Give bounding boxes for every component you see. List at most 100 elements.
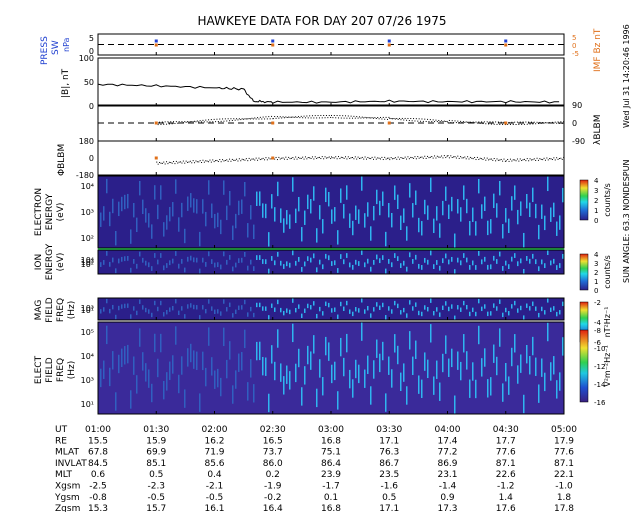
mag-streak <box>235 309 237 314</box>
phi-point <box>265 157 267 159</box>
phi-point <box>509 158 511 160</box>
elect-streak <box>355 359 357 379</box>
electron-streak <box>514 185 516 200</box>
elect-streak <box>469 379 471 398</box>
ion-ylabel-line: (eV) <box>56 253 66 272</box>
figure-title: HAWKEYE DATA FOR DAY 207 07/26 1975 <box>198 14 447 28</box>
phi-point <box>525 160 527 162</box>
lambda-point <box>245 118 247 120</box>
phi-point <box>161 162 163 164</box>
phi-ytick-label: 180 <box>79 137 94 146</box>
phi-point <box>476 156 478 158</box>
mag-streak <box>298 304 300 309</box>
elect-streak <box>517 365 519 384</box>
lambda-point <box>304 117 306 119</box>
mag-streak <box>349 309 351 314</box>
mag-streak <box>559 310 561 315</box>
ephemeris-cell: 17.4 <box>437 436 457 446</box>
phi-point <box>511 160 513 162</box>
lambda-point <box>396 117 398 119</box>
lambda-point <box>382 116 384 118</box>
electron-streak <box>190 193 192 208</box>
phi-point <box>198 161 200 163</box>
ephemeris-cell: 1.8 <box>557 493 572 503</box>
mag-streak <box>160 300 162 306</box>
ion-streak <box>325 253 327 259</box>
phi-point <box>192 160 194 162</box>
lambda-point <box>161 121 163 123</box>
lambda-point <box>356 116 358 118</box>
mag-streak <box>346 300 348 306</box>
ion-streak <box>295 260 297 266</box>
ion-streak <box>346 253 348 258</box>
electron-streak <box>268 232 270 247</box>
elect-streak <box>184 389 186 408</box>
lambda-point <box>462 121 464 123</box>
elect-streak <box>364 369 366 388</box>
mag-streak <box>187 304 189 309</box>
phi-point <box>180 161 182 163</box>
ion-streak <box>418 263 420 269</box>
mag-streak <box>229 302 231 307</box>
elect-streak <box>463 334 465 353</box>
ephemeris-cell: 86.9 <box>437 459 457 469</box>
elect-streak <box>433 376 435 395</box>
electron-streak <box>139 180 141 196</box>
ion-streak <box>202 257 204 263</box>
lambda-point <box>181 121 183 123</box>
phi-point <box>547 159 549 161</box>
lambda-point <box>269 118 271 120</box>
lambda-point <box>243 118 245 120</box>
phi-point <box>536 157 538 159</box>
lambda-point <box>529 123 531 125</box>
electron-streak <box>382 191 384 206</box>
electron-streak <box>520 201 522 216</box>
ion-streak <box>331 261 333 266</box>
ion-streak <box>100 262 102 267</box>
panel-frame-btotal <box>97 57 565 107</box>
elect-streak <box>160 333 162 353</box>
phi-point <box>321 156 323 158</box>
elect-streak <box>553 356 555 375</box>
elect-streak <box>502 383 504 402</box>
phi-point <box>445 157 447 159</box>
mag-streak <box>316 313 318 319</box>
lambda-point <box>182 122 184 124</box>
lambda-point <box>504 124 506 126</box>
phi-point <box>417 156 419 158</box>
elect-streak <box>244 329 246 349</box>
electron-streak <box>232 225 234 240</box>
phi-point <box>451 157 453 159</box>
mag-streak <box>394 300 396 306</box>
phi-point <box>182 160 184 162</box>
electron-colorbar-tick: 4 <box>594 177 599 185</box>
phi-point <box>399 158 401 160</box>
lambda-point <box>446 120 448 122</box>
phi-point <box>420 156 422 158</box>
ephemeris-cell: 77.6 <box>496 448 516 458</box>
ephemeris-cell: 1.4 <box>499 493 514 503</box>
phi-point <box>382 159 384 161</box>
lambda-ytick-label: 90 <box>572 101 582 110</box>
elect-streak <box>337 391 339 410</box>
phi-point <box>557 158 559 160</box>
phi-point <box>278 156 280 158</box>
lambda-point <box>251 117 253 119</box>
elect-streak <box>418 375 420 394</box>
mag-colorbar-tick: -4 <box>594 319 602 327</box>
elect-streak <box>226 359 228 379</box>
phi-point <box>485 159 487 161</box>
phi-point <box>275 156 277 158</box>
electron-streak <box>250 205 252 220</box>
lambda-point <box>306 115 308 117</box>
elect-streak <box>526 345 528 364</box>
elect-streak <box>541 358 543 377</box>
phi-point <box>299 157 301 159</box>
lambda-point <box>364 116 366 118</box>
lambda-point <box>283 117 285 119</box>
mag-streak <box>121 304 123 309</box>
ephemeris-cell: 04:00 <box>435 425 461 435</box>
lambda-point <box>347 115 349 117</box>
electron-streak <box>298 196 300 212</box>
ion-colorbar-tick: 2 <box>594 269 598 277</box>
